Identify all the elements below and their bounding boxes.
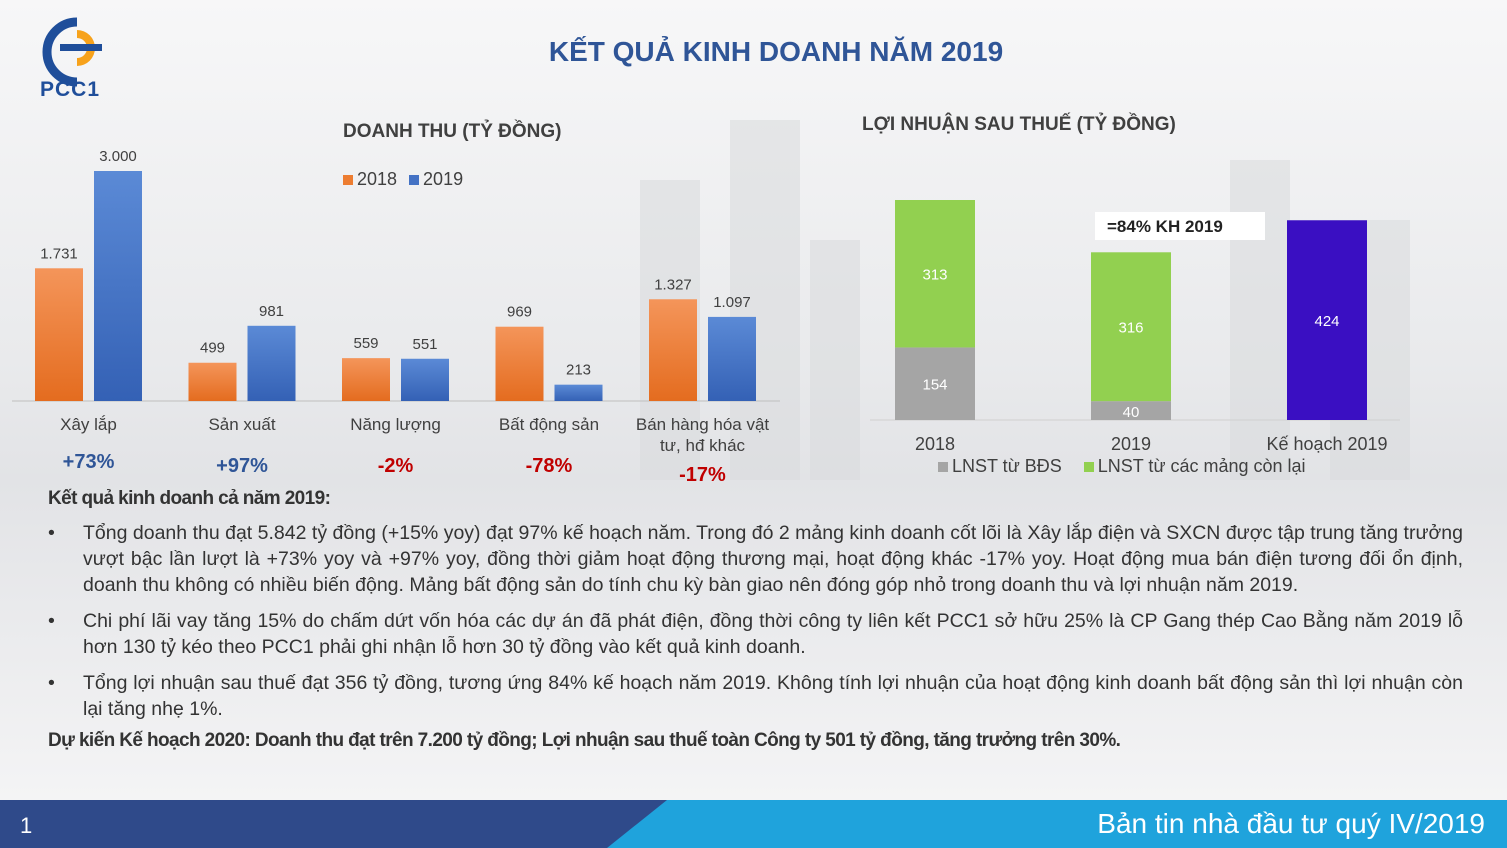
growth-label: +73%	[62, 451, 115, 473]
summary-item: • Chi phí lãi vay tăng 15% do chấm dứt vố…	[48, 608, 1463, 660]
revenue-category-label: Bán hàng hóa vật tư, hđ khác	[636, 415, 770, 455]
bullet-icon: •	[48, 522, 55, 544]
legend-item-bds: LNST từ BĐS	[938, 456, 1062, 477]
profit-bar-segment	[895, 200, 975, 348]
revenue-category-label: Xây lắp	[60, 415, 117, 434]
summary-list: • Tổng doanh thu đạt 5.842 tỷ đồng (+15% …	[48, 520, 1463, 722]
page-title: KẾT QUẢ KINH DOANH NĂM 2019	[548, 36, 1004, 67]
profit-chart-title: LỢI NHUẬN SAU THUẾ (TỶ ĐỒNG)	[862, 114, 1176, 135]
plan-2020: Dự kiến Kế hoạch 2020: Doanh thu đạt trê…	[48, 730, 1121, 751]
profit-bar-segment	[1287, 220, 1367, 420]
summary-item-text: Tổng lợi nhuận sau thuế đạt 356 tỷ đồng,…	[83, 672, 1463, 720]
legend-swatch-2019	[409, 174, 420, 185]
revenue-bar	[554, 384, 603, 401]
legend-label-2019: 2019	[423, 169, 464, 189]
legend-item-2019: 2019	[409, 169, 463, 190]
summary-item-text: Tổng doanh thu đạt 5.842 tỷ đồng (+15% y…	[83, 522, 1463, 596]
profit-category-label: 2018	[915, 434, 955, 454]
profit-data-label: 154	[922, 377, 947, 394]
summary-item-text: Chi phí lãi vay tăng 15% do chấm dứt vốn…	[83, 610, 1463, 658]
revenue-bar	[649, 299, 697, 401]
legend-swatch-2018	[343, 174, 353, 185]
page-number: 1	[20, 813, 33, 838]
profit-category-label: 2019	[1111, 434, 1151, 454]
bulletin-title: Bản tin nhà đầu tư quý IV/2019	[1097, 808, 1485, 839]
profit-data-label: 313	[922, 267, 947, 284]
summary-item: • Tổng lợi nhuận sau thuế đạt 356 tỷ đồng…	[48, 670, 1463, 722]
profit-legend: LNST từ BĐS LNST từ các mảng còn lại	[938, 456, 1328, 477]
profit-data-label: 40	[1123, 404, 1140, 421]
revenue-chart-title: DOANH THU (TỶ ĐỒNG)	[343, 121, 562, 142]
summary-block: Kết quả kinh doanh cả năm 2019: • Tổng do…	[48, 488, 1463, 752]
profit-bar-segment	[1091, 252, 1171, 402]
legend-label-other: LNST từ các mảng còn lại	[1097, 456, 1306, 476]
legend-item-2018: 2018	[343, 169, 397, 190]
bullet-icon: •	[48, 672, 55, 694]
profit-data-label: 424	[1314, 313, 1339, 330]
profit-category-label: Kế hoạch 2019	[1266, 434, 1387, 454]
footer-bar	[0, 800, 1507, 848]
revenue-data-label: 3.000	[99, 148, 137, 165]
revenue-bar	[188, 362, 237, 401]
pcc1-logo-icon	[42, 17, 102, 87]
profit-annotation: =84% KH 2019	[1095, 212, 1265, 240]
revenue-bar	[495, 326, 544, 401]
growth-label: +97%	[216, 455, 268, 477]
logo-text: PCC1	[40, 78, 101, 101]
revenue-bar	[35, 268, 83, 401]
bullet-icon: •	[48, 610, 55, 632]
revenue-category-label: Bất động sản	[499, 415, 599, 434]
revenue-bar	[247, 325, 296, 401]
revenue-bar	[401, 358, 449, 401]
revenue-data-label: 213	[566, 362, 591, 379]
revenue-data-label: 1.097	[713, 294, 751, 311]
summary-item: • Tổng doanh thu đạt 5.842 tỷ đồng (+15% …	[48, 520, 1463, 598]
revenue-data-label: 1.327	[654, 276, 692, 293]
revenue-category-label: Năng lượng	[350, 415, 441, 434]
profit-data-label: 316	[1118, 320, 1143, 337]
profit-bar-segment	[895, 347, 975, 420]
legend-item-other: LNST từ các mảng còn lại	[1083, 456, 1306, 477]
legend-label-2018: 2018	[357, 169, 398, 189]
growth-label: -78%	[525, 455, 573, 477]
revenue-data-label: 499	[200, 340, 225, 357]
revenue-data-label: 969	[507, 304, 532, 321]
legend-swatch-bds	[938, 461, 948, 472]
growth-label: -17%	[679, 464, 726, 486]
revenue-bar	[342, 358, 390, 401]
profit-bar-segment	[1091, 401, 1171, 420]
revenue-data-label: 551	[412, 336, 437, 353]
revenue-data-label: 981	[259, 303, 284, 320]
revenue-data-label: 559	[353, 335, 378, 352]
revenue-data-label: 1.731	[40, 245, 78, 262]
revenue-bar	[708, 316, 756, 401]
revenue-bar	[94, 171, 142, 401]
charts-canvas: 1.731 3.000 Xây lắp 499 981 Sản xuất 559 551 Năn…	[12, 148, 1400, 455]
revenue-category-label: Sản xuất	[208, 415, 275, 434]
legend-swatch-other	[1083, 461, 1094, 472]
revenue-legend: 2018 2019	[343, 169, 475, 190]
legend-label-bds: LNST từ BĐS	[952, 456, 1062, 476]
summary-heading: Kết quả kinh doanh cả năm 2019:	[48, 488, 331, 509]
footer-light-band	[607, 800, 1507, 848]
growth-label: -2%	[377, 455, 414, 477]
